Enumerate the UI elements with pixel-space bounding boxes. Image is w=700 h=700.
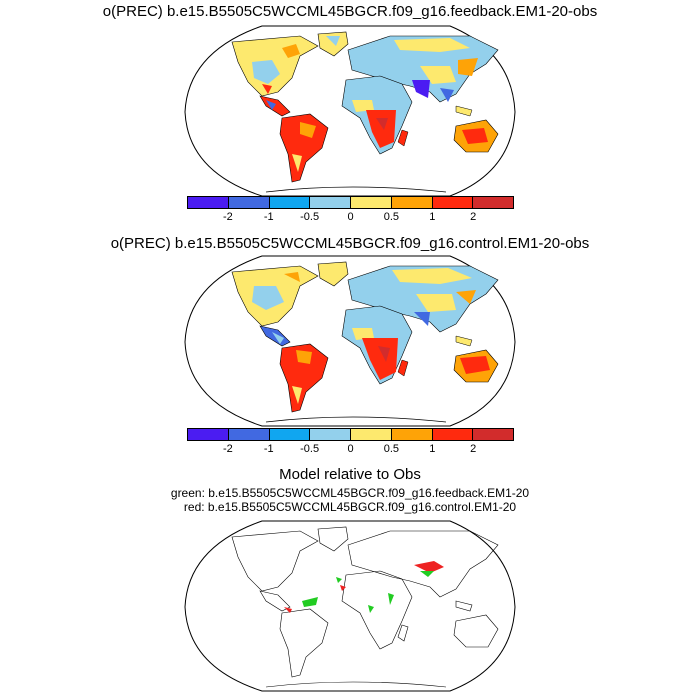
cbar2-seg [473,429,513,440]
tick-label: 0 [347,211,354,223]
madagascar [397,129,409,147]
se-asia-islands [455,105,473,117]
panel-2-title: o(PREC) b.e15.B5505C5WCCML45BGCR.f09_g16… [110,235,590,252]
tick-label: 1 [429,443,436,455]
panel-2-map [184,255,516,427]
cbar2-seg [228,429,270,440]
cbar1-seg [310,197,351,208]
madagascar [397,624,409,642]
legend-green: green: b.e15.B5505C5WCCML45BGCR.f09_g16.… [170,486,530,500]
tick-label: 0 [347,443,354,455]
tick-label: -1 [263,211,274,223]
panel-1-map [184,25,516,197]
cbar2-seg [269,429,311,440]
cbar1-seg [188,197,229,208]
legend-red: red: b.e15.B5505C5WCCML45BGCR.f09_g16.co… [183,500,517,514]
tick-label: 2 [470,211,477,223]
red-mark-india [414,561,444,573]
tick-label: -1 [263,443,274,455]
antarctica [265,416,447,423]
cbar1-seg [473,197,513,208]
madagascar [397,359,409,377]
green-mark-central-africa [368,605,374,613]
tick-label: 0.5 [383,443,400,455]
south-america [279,608,329,678]
cbar1-seg [351,197,392,208]
tick-label: -2 [222,443,233,455]
comparison-title: Model relative to Obs [279,466,421,483]
panel-2-colorbar-ticks: -2 -1 -0.5 0 0.5 1 2 [187,443,514,459]
cbar2-seg [188,429,229,440]
greenland [317,526,349,552]
antarctica [265,186,447,193]
cbar1-seg [432,197,474,208]
tick-label: 2 [470,443,477,455]
cbar1-seg [391,197,433,208]
eurasia [347,530,499,598]
cbar2-seg [432,429,474,440]
north-america [231,530,319,592]
south-america [279,343,329,413]
panel-1-title: o(PREC) b.e15.B5505C5WCCML45BGCR.f09_g16… [102,3,598,20]
cbar2-seg [351,429,392,440]
cbar2-seg [310,429,351,440]
comparison-map [184,520,516,692]
africa [341,570,413,650]
panel-1-colorbar [187,196,514,209]
tick-label: -0.5 [300,211,320,223]
cbar1-seg [228,197,270,208]
tick-label: 0.5 [383,211,400,223]
greenland [317,31,349,57]
tick-label: 1 [429,211,436,223]
green-mark-south-america [302,597,318,607]
australia [453,614,499,648]
green-mark-east-africa [388,593,394,605]
panel-1-colorbar-ticks: -2 -1 -0.5 0 0.5 1 2 [187,211,514,227]
cbar1-seg [269,197,311,208]
antarctica [265,681,447,688]
tick-label: -0.5 [300,443,320,455]
panel-2-colorbar [187,428,514,441]
south-america [279,113,329,183]
red-mark-w-africa [340,585,346,591]
greenland [317,261,349,287]
tick-label: -2 [222,211,233,223]
cbar2-seg [391,429,433,440]
green-mark-india [420,571,434,577]
se-asia-islands [455,335,473,347]
red-mark-andes [284,607,292,613]
green-mark-w-africa [336,577,342,583]
se-asia-islands [455,600,473,612]
